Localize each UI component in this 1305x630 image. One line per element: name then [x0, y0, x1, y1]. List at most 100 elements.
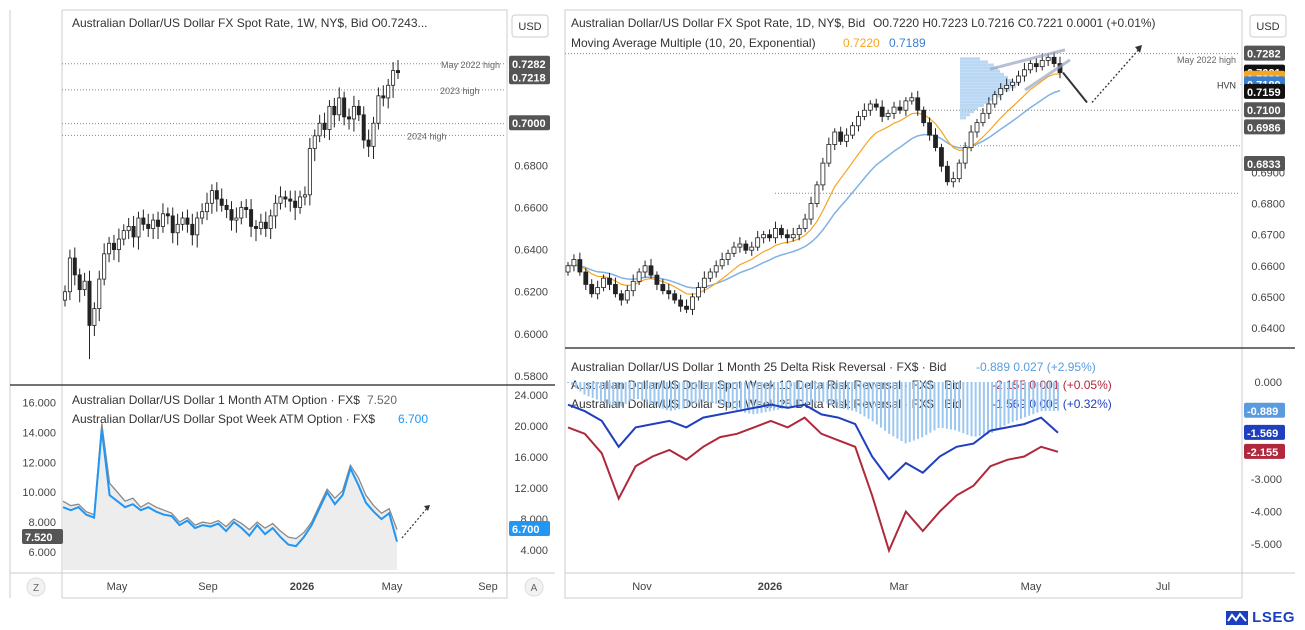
lt-candle-body	[376, 95, 381, 124]
rr1m-hist-bar	[867, 382, 870, 419]
lt-candle-body	[102, 253, 107, 280]
rt-ma-v2: 0.7189	[889, 36, 926, 50]
left-x-tick: May	[382, 581, 403, 593]
rr-sw10-line	[567, 416, 1059, 554]
rr1m-hist-bar	[744, 382, 747, 413]
rr1m-hist-bar	[752, 382, 755, 415]
rr1m-hist-bar	[624, 382, 627, 404]
rt-candle-body	[583, 271, 589, 285]
lt-candle-body	[268, 215, 273, 229]
lt-candle-body	[200, 211, 205, 219]
rr1m-tag-bg	[1244, 402, 1285, 418]
rt-candle-body	[897, 106, 903, 111]
rr1m-hist-bar	[896, 382, 899, 439]
rt-candle-body	[701, 277, 707, 288]
lt-candle-body	[156, 219, 161, 227]
rt-candle-body	[749, 246, 755, 251]
lt-candle-body	[239, 207, 244, 219]
rr1m-hist-bar	[1019, 382, 1022, 419]
rt-volume-profile-bar	[960, 75, 1008, 79]
lt-candle-body	[175, 223, 180, 234]
rr1m-hist-bar	[1015, 382, 1018, 421]
rr1m-hist-bar	[991, 382, 994, 433]
rr1m-hist-bar	[871, 382, 874, 422]
rt-candle-body	[696, 287, 701, 298]
lt-candle-body	[185, 217, 190, 225]
rt-price-tag: 0.7159	[1247, 87, 1281, 99]
lt-candle-body	[92, 308, 97, 326]
rr1m-hist-bar	[772, 382, 775, 411]
rr1m-hist-bar	[1052, 382, 1055, 411]
rr1m-hist-bar	[958, 382, 961, 432]
rr-tick: 0.000	[1254, 377, 1282, 389]
rt-wedge-lower	[1024, 58, 1071, 92]
rr1m-hist-bar	[608, 382, 611, 405]
lt-candle-body	[170, 215, 175, 234]
rr1m-hist-bar	[756, 382, 759, 414]
rr1m-hist-bar	[678, 382, 681, 410]
rr1m-hist-bar	[995, 382, 998, 431]
lt-candle-body	[126, 226, 131, 232]
atm-right-tick: 20.000	[514, 421, 548, 433]
rr1m-hist-bar	[735, 382, 738, 412]
rr1m-hist-bar	[789, 382, 792, 408]
rt-candle-body	[867, 103, 873, 111]
rt-volume-profile-bar	[960, 94, 1000, 98]
atmsw-tag-bg	[509, 521, 550, 536]
lt-candle-body	[87, 280, 92, 326]
rt-candle-body	[1016, 75, 1021, 83]
lt-candle-body	[180, 217, 185, 225]
rr-tick: -3.000	[1251, 474, 1282, 486]
lt-candle-body	[347, 116, 352, 120]
rt-candle-body	[939, 147, 944, 167]
lt-candle-body	[327, 105, 332, 130]
rt-candle-body	[879, 106, 885, 117]
rr1m-hist-bar	[945, 382, 948, 429]
rt-candle-body	[956, 162, 962, 180]
rr1m-hist-bar	[1057, 382, 1059, 411]
rt-forecast-down	[1062, 71, 1088, 104]
rt-candle-body	[992, 94, 998, 105]
rt-candle-body	[613, 284, 618, 295]
2023-label: 2023 high	[440, 86, 480, 96]
rt-candle-body	[1004, 84, 1010, 89]
rt-candle-body	[1022, 69, 1027, 77]
rr1m-hist-bar	[904, 382, 907, 444]
lt-candle-body	[258, 221, 263, 229]
rr1m-hist-bar	[715, 382, 718, 404]
lt-candle-body	[317, 122, 322, 137]
rr-sw10-tag-bg	[1244, 443, 1285, 459]
lt-candle-body	[312, 135, 317, 149]
brand-label: LSEG	[1252, 609, 1295, 626]
rr1m-hist-bar	[599, 382, 602, 402]
rt-candle-body	[648, 265, 654, 276]
rt-candle-body	[903, 100, 909, 111]
rt-tick: 0.6600	[1251, 261, 1285, 273]
left-top-tick: 0.6200	[514, 287, 548, 299]
zoom-button	[26, 577, 46, 597]
rr1m-hist-bar	[970, 382, 973, 437]
rr1m-hist-bar	[587, 382, 590, 397]
lt-candle-body	[288, 198, 293, 202]
lseg-logo: LSEG	[1226, 609, 1295, 626]
rt-candle-body	[731, 246, 737, 254]
rr-sw25-tag-bg	[1244, 424, 1285, 440]
rr1m-hist-bar	[632, 382, 635, 400]
rr2-legend-vals: -2.155 0.001 (+0.05%)	[992, 378, 1112, 392]
rt-candle-body	[814, 184, 820, 204]
rt-price-tag: 0.6833	[1247, 159, 1281, 171]
lt-candle-body	[165, 213, 170, 217]
rr1m-hist-bar	[908, 382, 911, 443]
rr1m-hist-bar	[583, 382, 586, 395]
may2022-label: May 2022 high	[441, 60, 500, 70]
rr1m-hist-bar	[822, 382, 825, 403]
rt-candle-body	[1033, 63, 1039, 68]
rr1m-hist-bar	[694, 382, 697, 405]
rt-volume-profile-bar	[960, 66, 998, 70]
rt-volume-profile-bar	[960, 63, 994, 67]
lt-candle-body	[307, 148, 312, 196]
rr1m-hist-bar	[1024, 382, 1027, 418]
lt-candle-body	[195, 217, 200, 236]
rt-tick: 0.6400	[1251, 323, 1285, 335]
